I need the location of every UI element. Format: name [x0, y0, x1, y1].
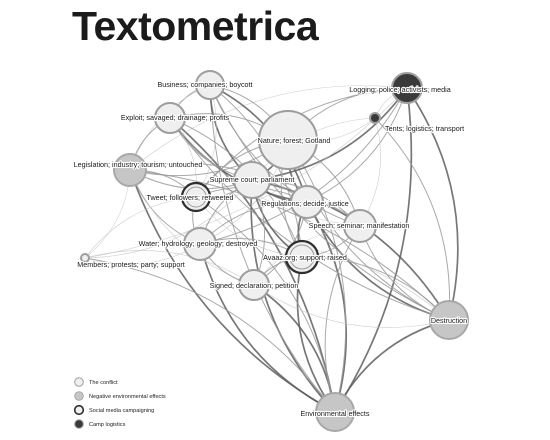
node-label-members: Members; protests; party; support [77, 260, 184, 269]
node-label-environmental: Environmental effects [301, 409, 370, 418]
edge-business-speech [209, 84, 361, 227]
edge-members-supreme [84, 179, 253, 259]
edge-nature-environmental [287, 139, 347, 413]
edge-signed-destruction [253, 284, 450, 328]
node-water [183, 227, 217, 261]
node-label-destruction: Destruction [431, 316, 467, 325]
edge-legislation-signed [129, 169, 255, 286]
node-label-supreme: Supreme court; parliament [210, 175, 295, 184]
node-label-tweet: Tweet; followers; retweeted [146, 193, 233, 202]
edge-members-signed [84, 250, 255, 286]
edge-legislation-regulations [129, 162, 308, 203]
node-destruction [429, 300, 469, 340]
node-exploit [154, 102, 186, 134]
node-avaaz [284, 239, 320, 275]
edge-logging-destruction [406, 87, 459, 321]
edge-members-environmental [84, 257, 336, 413]
edge-logging-water [199, 87, 408, 245]
node-legislation [113, 153, 147, 187]
node-label-water: Water; hydrology; geology; destroyed [139, 239, 258, 248]
node-label-business: Business; companies; boycott [157, 80, 252, 89]
node-signed [238, 269, 270, 301]
node-nature [258, 110, 318, 170]
node-label-avaaz: Avaaz.org; support; raised [263, 253, 347, 262]
node-supreme [233, 161, 271, 199]
edge-logging-members [84, 87, 408, 259]
node-label-logging: Logging; police; activists; media [349, 85, 450, 94]
node-environmental [315, 392, 355, 432]
node-logging [391, 72, 423, 104]
legend-item-negative: Negative environmental effects [74, 391, 166, 401]
legend-label-negative: Negative environmental effects [89, 394, 166, 400]
edge-tents-destruction [374, 117, 451, 321]
node-label-legislation: Legislation; industry; tourism; untouche… [74, 160, 203, 169]
legend-item-camp: Camp logistics [74, 419, 126, 429]
edge-business-environmental [209, 84, 336, 413]
node-tweet [180, 181, 212, 213]
legend-label-social: Social media campaigning [89, 408, 154, 414]
nodes-layer [80, 70, 469, 432]
node-label-nature: Nature; forest; Gotland [258, 136, 331, 145]
legend: The conflict Negative environmental effec… [73, 377, 166, 429]
edge-logging-regulations [306, 87, 408, 203]
legend-symbol-social [73, 404, 85, 416]
legend-symbol-negative [74, 391, 84, 401]
legend-item-social: Social media campaigning [73, 404, 154, 416]
node-label-signed: Signed; declaration; petition [210, 281, 299, 290]
app-title: Textometrica [72, 3, 319, 49]
node-business [195, 70, 225, 100]
edge-destruction-environmental [334, 319, 450, 413]
edge-members-tweet [84, 196, 197, 259]
node-speech [343, 209, 377, 243]
node-label-regulations: Regulations; decide; justice [261, 199, 349, 208]
edge-business-destruction [209, 84, 450, 321]
legend-symbol-camp [74, 419, 84, 429]
legend-item-conflict: The conflict [74, 377, 118, 387]
node-label-speech: Speech; seminar; manifestation [309, 221, 410, 230]
node-tents [369, 112, 381, 124]
legend-symbol-conflict [74, 377, 84, 387]
legend-label-camp: Camp logistics [89, 422, 126, 428]
legend-label-conflict: The conflict [89, 380, 118, 386]
edge-logging-legislation [129, 85, 408, 171]
edge-water-destruction [199, 241, 450, 321]
node-label-exploit: Exploit; savaged; drainage; profits [121, 113, 230, 122]
node-regulations [290, 185, 324, 219]
edge-legislation-environmental [129, 169, 336, 413]
node-members [80, 253, 90, 263]
labels-layer: Business; companies; boycott Exploit; sav… [73, 79, 469, 419]
edge-supreme-environmental [250, 179, 336, 413]
node-label-tents: Tents; logistics; transport [385, 124, 464, 133]
